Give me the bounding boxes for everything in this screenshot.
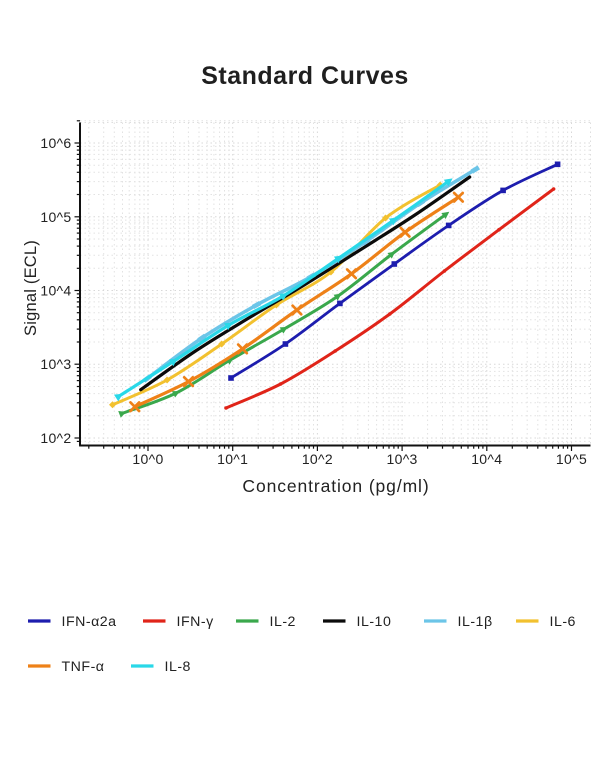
svg-text:TNF-α: TNF-α (62, 659, 105, 675)
svg-text:10^3: 10^3 (387, 451, 418, 467)
svg-text:10^2: 10^2 (40, 430, 71, 446)
svg-text:Standard Curves: Standard Curves (201, 62, 409, 90)
svg-text:IL-10: IL-10 (357, 614, 392, 630)
svg-text:10^3: 10^3 (40, 356, 71, 372)
svg-text:10^4: 10^4 (471, 451, 502, 467)
svg-text:10^2: 10^2 (302, 451, 333, 467)
svg-text:IL-6: IL-6 (550, 614, 576, 630)
svg-text:10^4: 10^4 (40, 283, 71, 299)
svg-text:10^1: 10^1 (217, 451, 248, 467)
svg-text:10^5: 10^5 (40, 209, 71, 225)
svg-text:10^5: 10^5 (556, 451, 587, 467)
svg-text:IL-8: IL-8 (165, 659, 191, 675)
svg-text:IL-1β: IL-1β (458, 614, 493, 630)
svg-text:IFN-γ: IFN-γ (177, 614, 215, 630)
svg-text:10^0: 10^0 (132, 451, 163, 467)
svg-text:Signal (ECL): Signal (ECL) (22, 240, 40, 336)
svg-text:IFN-α2a: IFN-α2a (62, 614, 117, 630)
svg-text:Concentration (pg/ml): Concentration (pg/ml) (242, 476, 429, 496)
svg-text:10^6: 10^6 (40, 135, 71, 151)
svg-text:IL-2: IL-2 (270, 614, 296, 630)
